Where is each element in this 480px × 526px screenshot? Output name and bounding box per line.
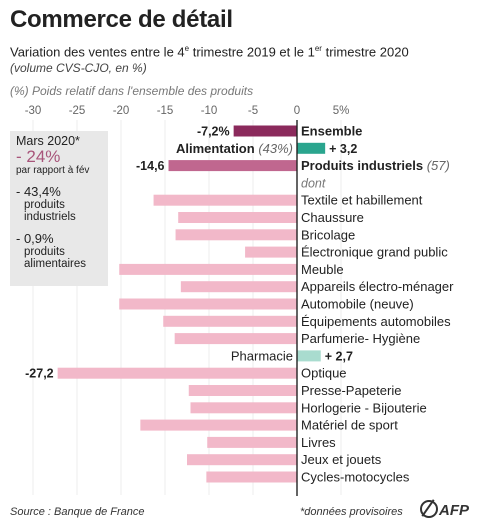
panel-big-value: - 24% (16, 147, 61, 166)
bar-14 (188, 385, 297, 396)
category-label: Textile et habillement (301, 193, 423, 208)
march-2020-panel: Mars 2020* - 24% par rapport à fév - 43,… (10, 131, 108, 286)
category-label: Pharmacie (231, 348, 293, 363)
category-label: Appareils électro-ménager (301, 279, 454, 294)
panel-item2-label: produits alimentaires (24, 246, 86, 270)
category-label: Cycles-motocycles (301, 470, 410, 485)
category-label: Automobile (neuve) (301, 297, 414, 312)
bar-4 (178, 212, 297, 223)
bar-15 (190, 402, 297, 414)
category-label: Équipements automobiles (301, 314, 451, 329)
category-label: Ensemble (301, 124, 362, 139)
bar-2 (168, 160, 297, 172)
afp-logo-icon (420, 500, 438, 518)
bar-5 (175, 229, 297, 241)
category-label: Jeux et jouets (301, 452, 382, 467)
category-label: Presse-Papeterie (301, 383, 401, 398)
bar-0 (233, 125, 297, 137)
bar-12 (297, 350, 321, 362)
bar-7 (119, 263, 298, 275)
afp-logo: AFP (420, 500, 469, 519)
chart-units-note: (volume CVS-CJO, en %) (10, 61, 147, 75)
panel-item2-value: - 0,9% (16, 231, 54, 246)
chart-subtitle: Variation des ventes entre le 4e trimest… (10, 44, 409, 60)
category-label: Bricolage (301, 227, 355, 242)
x-tick-label: -20 (113, 105, 130, 117)
value-label: -7,2% (197, 125, 230, 139)
panel-heading: Mars 2020* (16, 134, 80, 148)
dont-label: dont (301, 176, 326, 190)
value-label: + 2,7 (325, 349, 353, 363)
category-label: Électronique grand public (301, 245, 448, 260)
value-label: -14,6 (136, 159, 165, 173)
source-note: Source : Banque de France (10, 506, 145, 518)
weight-note: (%) Poids relatif dans l'ensemble des pr… (10, 84, 254, 98)
category-label: Optique (301, 366, 347, 381)
bar-11 (174, 333, 297, 345)
x-tick-label: 0 (294, 105, 300, 117)
bar-16 (140, 419, 297, 431)
x-tick-label: -25 (69, 105, 86, 117)
bar-6 (245, 246, 297, 258)
value-label: + 3,2 (329, 142, 357, 156)
provisional-footnote: *données provisoires (300, 506, 403, 518)
category-label: Parfumerie- Hygiène (301, 331, 420, 346)
x-tick-label: -30 (25, 105, 42, 117)
bar-3 (153, 194, 297, 206)
bar-10 (163, 315, 297, 327)
bar-8 (180, 281, 297, 293)
category-label: Chaussure (301, 210, 364, 225)
chart-title: Commerce de détail (10, 6, 233, 33)
category-label: Produits industriels (57) (301, 158, 450, 173)
x-tick-label: -15 (157, 105, 174, 117)
bar-19 (206, 471, 297, 483)
bar-18 (187, 454, 297, 466)
x-tick-label: -10 (201, 105, 218, 117)
bar-13 (57, 367, 297, 379)
x-tick-label: -5 (248, 105, 258, 117)
category-label: Alimentation (43%) (176, 141, 293, 156)
bar-1 (297, 142, 326, 154)
bar-17 (207, 436, 297, 448)
panel-big-caption: par rapport à fév (16, 165, 90, 176)
category-label: Meuble (301, 262, 344, 277)
category-label: Livres (301, 435, 336, 450)
bar-9 (119, 298, 298, 310)
value-label: -27,2 (25, 367, 54, 381)
panel-item1-label: produits industriels (24, 199, 76, 223)
category-label: Horlogerie - Bijouterie (301, 400, 427, 415)
x-tick-label: 5% (333, 105, 350, 117)
category-label: Matériel de sport (301, 418, 398, 433)
panel-item1-value: - 43,4% (16, 184, 61, 199)
